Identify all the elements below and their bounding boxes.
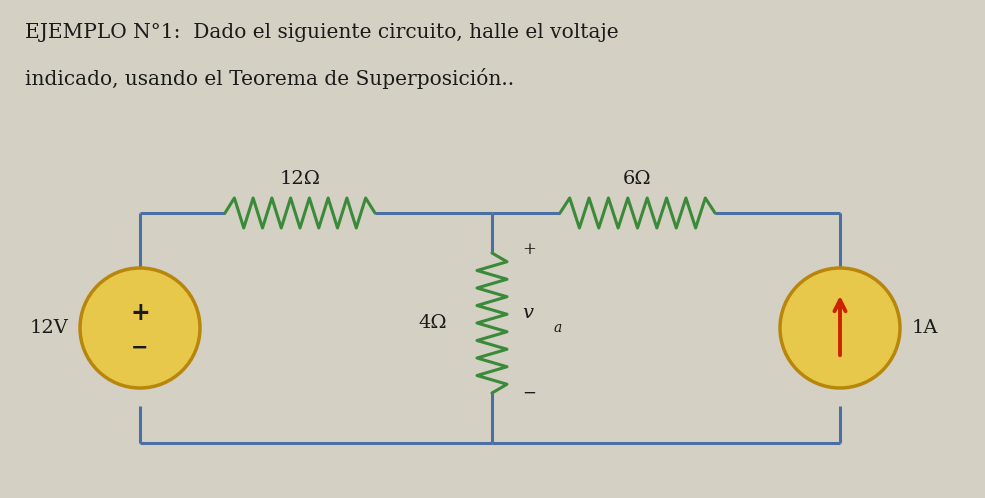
- Text: 1A: 1A: [912, 319, 939, 337]
- Text: 12Ω: 12Ω: [280, 170, 320, 188]
- Text: 4Ω: 4Ω: [419, 314, 447, 332]
- Text: −: −: [131, 338, 149, 358]
- Text: EJEMPLO N°1:  Dado el siguiente circuito, halle el voltaje: EJEMPLO N°1: Dado el siguiente circuito,…: [25, 23, 619, 42]
- Text: −: −: [522, 385, 536, 402]
- Text: +: +: [522, 241, 536, 258]
- Text: +: +: [130, 301, 150, 325]
- Text: 12V: 12V: [30, 319, 68, 337]
- Text: 6Ω: 6Ω: [624, 170, 652, 188]
- Text: indicado, usando el Teorema de Superposición..: indicado, usando el Teorema de Superposi…: [25, 68, 514, 89]
- Circle shape: [780, 268, 900, 388]
- Text: v: v: [522, 304, 533, 322]
- Text: a: a: [554, 321, 562, 335]
- Circle shape: [80, 268, 200, 388]
